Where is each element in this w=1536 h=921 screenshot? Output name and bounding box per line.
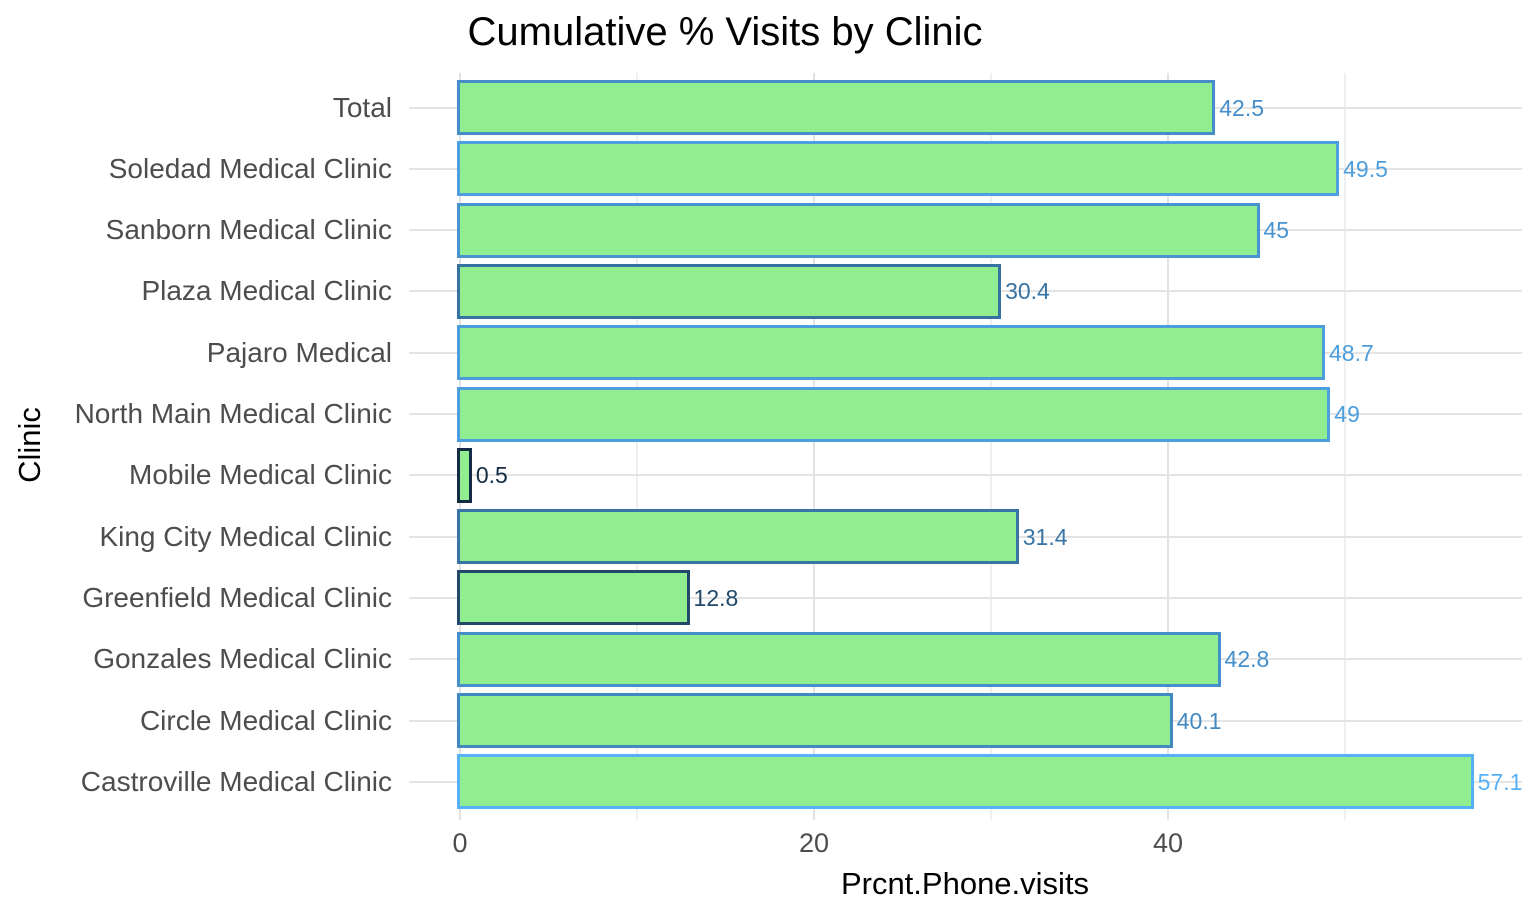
category-label: Sanborn Medical Clinic [105, 214, 392, 246]
bar-plaza-medical-clinic [457, 263, 1002, 319]
category-label: Greenfield Medical Clinic [82, 581, 392, 613]
x-tick-label-40: 40 [1152, 828, 1184, 858]
x-axis-title: Prcnt.Phone.visits [840, 866, 1090, 901]
bar-value-label: 12.8 [693, 584, 739, 611]
gridline-vertical-50 [1344, 73, 1346, 820]
gridline-horizontal [409, 596, 1522, 599]
category-label: Total [332, 91, 392, 123]
bar-value-label: 42.8 [1224, 646, 1270, 673]
bar-total [457, 80, 1216, 135]
bar-soledad-medical-clinic [457, 141, 1340, 197]
bar-value-label: 40.1 [1176, 707, 1222, 734]
bar-value-label: 30.4 [1005, 278, 1050, 305]
bar-value-label: 57.1 [1477, 768, 1523, 795]
chart-title: Cumulative % Visits by Clinic [467, 10, 983, 54]
bar-value-label: 31.4 [1022, 523, 1068, 550]
bar-value-label: 49.5 [1343, 155, 1388, 182]
category-label: Soledad Medical Clinic [108, 152, 392, 184]
gridline-vertical-30 [990, 73, 992, 820]
bar-sanborn-medical-clinic [457, 202, 1260, 258]
bar-greenfield-medical-clinic [457, 570, 690, 626]
bar-value-label: 48.7 [1328, 339, 1374, 366]
bar-gonzales-medical-clinic [457, 631, 1221, 687]
bar-north-main-medical-clinic [457, 386, 1331, 442]
plot-panel: 42.5 49.5 45 30.4 48.7 49 0.5 31.4 12.8 42.8 40.1 5… [409, 73, 1522, 820]
category-label: King City Medical Clinic [99, 520, 392, 552]
category-label: Gonzales Medical Clinic [93, 643, 392, 675]
category-label: Castroville Medical Clinic [80, 765, 392, 797]
gridline-horizontal [409, 474, 1522, 477]
category-label: North Main Medical Clinic [74, 398, 392, 429]
category-label: Plaza Medical Clinic [141, 275, 392, 307]
x-tick-label-0: 0 [452, 828, 468, 858]
bar-circle-medical-clinic [457, 693, 1173, 748]
gridline-vertical-20 [813, 73, 815, 820]
category-label: Mobile Medical Clinic [129, 459, 392, 491]
gridline-vertical-40 [1167, 73, 1169, 820]
gridline-vertical-0 [459, 73, 461, 820]
bar-pajaro-medical [457, 325, 1325, 381]
x-tick-label-20: 20 [798, 828, 830, 858]
category-label: Pajaro Medical [206, 336, 392, 368]
bar-value-label: 42.5 [1219, 94, 1265, 121]
bar-castroville-medical-clinic [457, 754, 1474, 810]
gridline-vertical-10 [636, 73, 638, 820]
bar-value-label: 49 [1334, 401, 1360, 427]
bar-value-label: 0.5 [475, 462, 508, 489]
bar-mobile-medical-clinic [457, 447, 472, 503]
category-label: Circle Medical Clinic [139, 704, 392, 736]
bar-king-city-medical-clinic [457, 509, 1019, 565]
bar-value-label: 45 [1263, 217, 1290, 244]
